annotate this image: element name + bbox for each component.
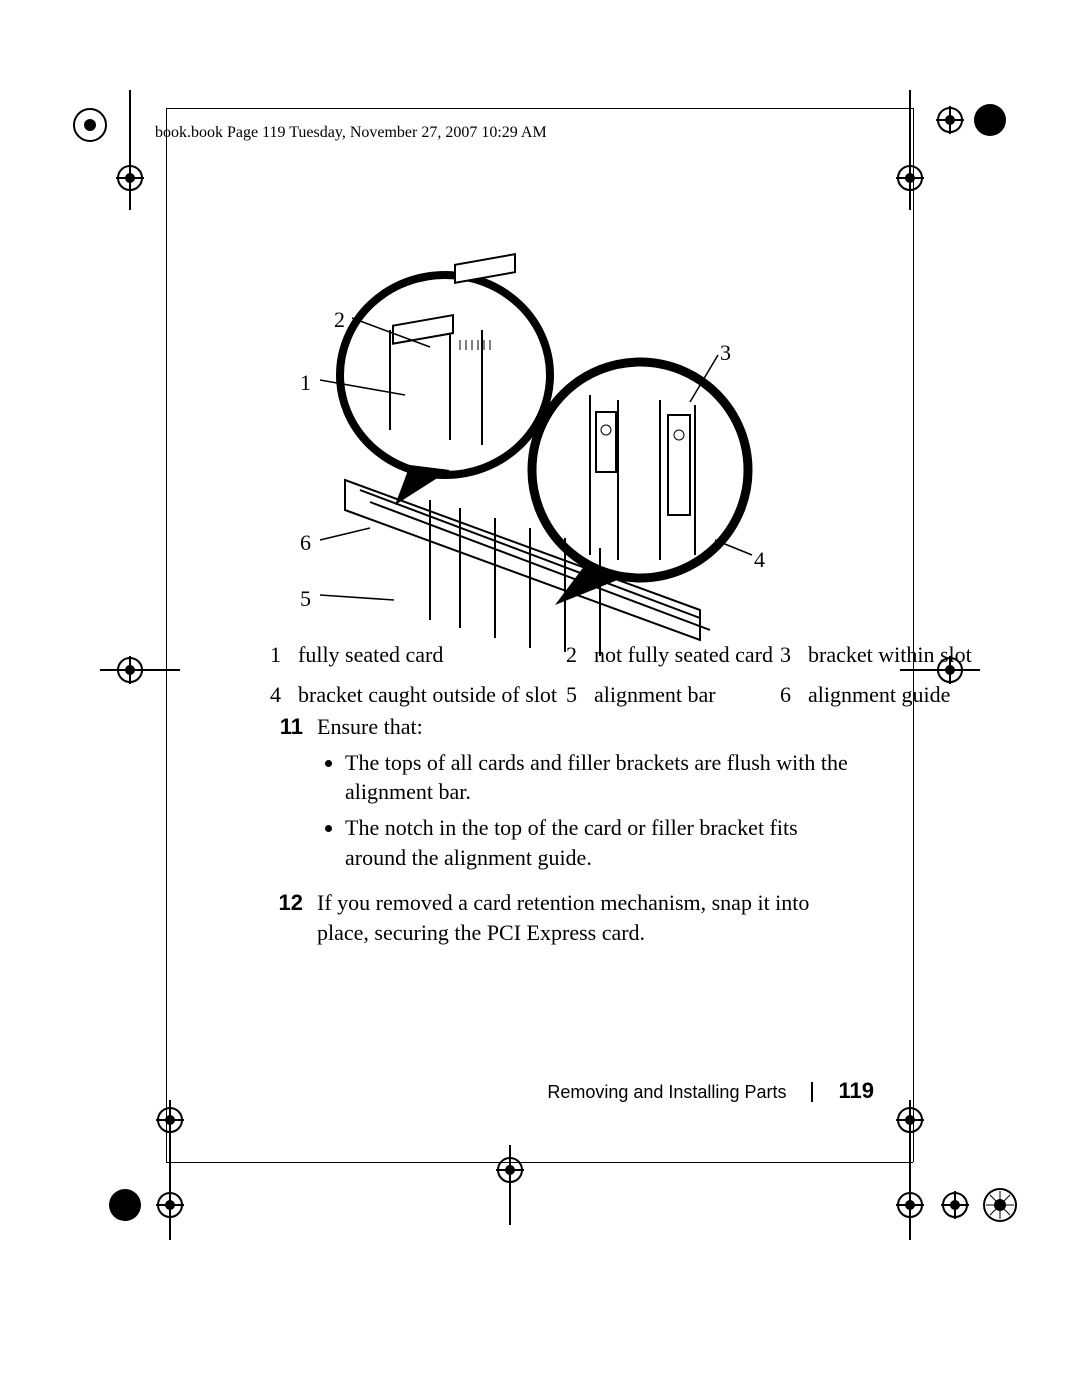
callout-number: 4 bbox=[754, 547, 765, 573]
page-root: book.book Page 119 Tuesday, November 27,… bbox=[0, 0, 1080, 1397]
running-head: book.book Page 119 Tuesday, November 27,… bbox=[155, 124, 547, 142]
printer-mark-icon bbox=[70, 90, 180, 210]
legend-text: bracket caught outside of slot bbox=[298, 678, 566, 712]
printer-mark-icon bbox=[70, 1100, 210, 1240]
printer-mark-icon bbox=[870, 1100, 1030, 1240]
bullet-item: The notch in the top of the card or fill… bbox=[345, 813, 853, 872]
bullet-item: The tops of all cards and filler bracket… bbox=[345, 748, 853, 807]
legend-row: 4 bracket caught outside of slot 5 align… bbox=[270, 678, 972, 712]
callout-number: 3 bbox=[720, 340, 731, 366]
legend-text: fully seated card bbox=[298, 638, 566, 672]
legend-text: alignment guide bbox=[808, 678, 950, 712]
legend-text: alignment bar bbox=[594, 678, 780, 712]
printer-mark-icon bbox=[480, 1145, 540, 1225]
crop-frame bbox=[913, 108, 914, 1162]
legend-num: 2 bbox=[566, 638, 594, 672]
legend-text: bracket within slot bbox=[808, 638, 972, 672]
list-item: 12 If you removed a card retention mecha… bbox=[263, 888, 853, 947]
crop-frame bbox=[166, 108, 167, 1162]
page-footer: Removing and Installing Parts 119 bbox=[0, 1078, 874, 1104]
step-number: 12 bbox=[263, 888, 317, 947]
legend-num: 6 bbox=[780, 678, 808, 712]
callout-number: 2 bbox=[334, 307, 345, 333]
step-text: Ensure that: bbox=[317, 714, 423, 739]
printer-mark-icon bbox=[100, 650, 180, 690]
body-text: 11 Ensure that: The tops of all cards an… bbox=[263, 712, 853, 958]
crop-frame bbox=[166, 108, 913, 109]
footer-separator bbox=[811, 1082, 813, 1102]
section-title: Removing and Installing Parts bbox=[547, 1082, 786, 1102]
legend-num: 5 bbox=[566, 678, 594, 712]
legend-row: 1 fully seated card 2 not fully seated c… bbox=[270, 638, 972, 672]
callout-number: 1 bbox=[300, 370, 311, 396]
page-number: 119 bbox=[839, 1078, 875, 1103]
legend-num: 1 bbox=[270, 638, 298, 672]
step-text: If you removed a card retention mechanis… bbox=[317, 890, 809, 945]
list-item: 11 Ensure that: The tops of all cards an… bbox=[263, 712, 853, 878]
legend-num: 4 bbox=[270, 678, 298, 712]
callout-number: 6 bbox=[300, 530, 311, 556]
step-number: 11 bbox=[263, 712, 317, 878]
legend-num: 3 bbox=[780, 638, 808, 672]
figure-legend: 1 fully seated card 2 not fully seated c… bbox=[270, 638, 972, 718]
printer-mark-icon bbox=[880, 90, 1020, 210]
legend-text: not fully seated card bbox=[594, 638, 780, 672]
callout-number: 5 bbox=[300, 586, 311, 612]
